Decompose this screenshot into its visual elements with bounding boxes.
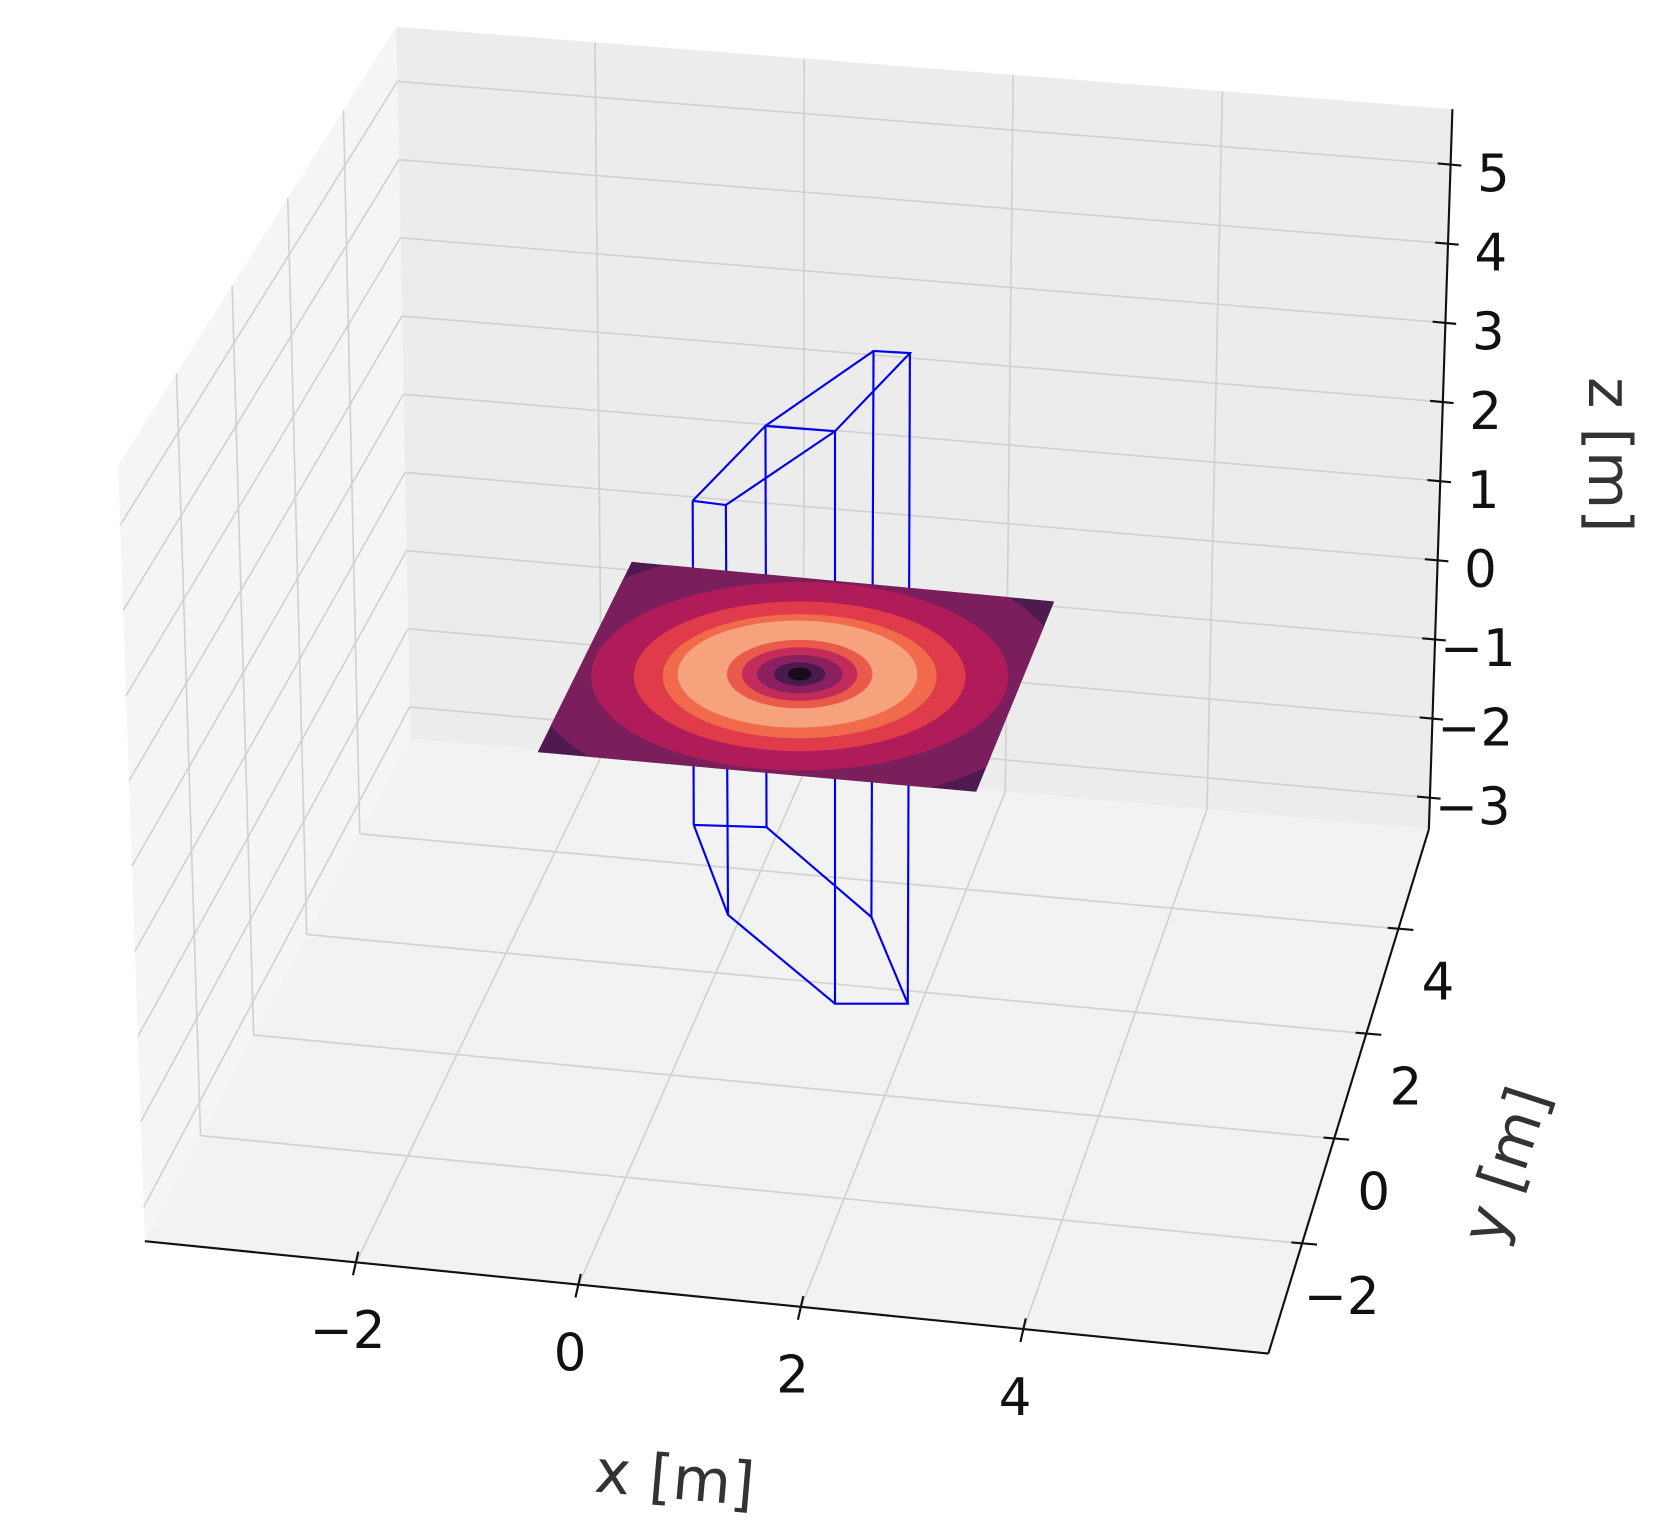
x-tick (574, 1273, 582, 1298)
grid-line (398, 158, 1449, 245)
x-tick (1019, 1318, 1027, 1343)
z-tick-label: −2 (1437, 698, 1513, 758)
x-tick-label: −2 (310, 1301, 386, 1361)
z-tick-label: 0 (1464, 540, 1497, 600)
grid-line (286, 197, 308, 935)
z-tick-label: −1 (1440, 619, 1516, 679)
grid-line (397, 80, 1451, 166)
grid-line (122, 159, 400, 611)
grid-line (175, 373, 202, 1136)
panes (118, 26, 1453, 1354)
grid-line (400, 237, 1446, 324)
z-tick-label: −3 (1435, 777, 1511, 837)
y-tick (1323, 1136, 1350, 1141)
z-tick-label: 2 (1469, 382, 1502, 442)
x-tick-label: 2 (776, 1346, 809, 1406)
z-tick-label: 5 (1477, 144, 1510, 204)
y-tick (1355, 1031, 1382, 1036)
z-tick-label: 3 (1472, 303, 1505, 363)
axis-line (144, 1240, 1269, 1355)
grid-line (137, 550, 408, 1038)
y-tick-label: 0 (1357, 1162, 1390, 1222)
grid-line (253, 1034, 1335, 1140)
grid-line (200, 1134, 1303, 1245)
x-tick (351, 1251, 360, 1276)
y-tick-label: −2 (1304, 1267, 1380, 1327)
x-tick-label: 4 (999, 1368, 1032, 1428)
grid-line (128, 315, 403, 782)
contour-plate (537, 561, 1055, 792)
grid-line (131, 393, 405, 867)
grid-line (577, 773, 805, 1285)
y-tick (1387, 926, 1414, 932)
grid-line (306, 933, 1367, 1035)
grid-line (231, 285, 255, 1036)
x-axis-title: x [m] (592, 1437, 757, 1521)
grid-line (125, 237, 402, 697)
grid-line (359, 833, 1399, 930)
grid-line (401, 315, 1443, 403)
pane (118, 26, 411, 1242)
x-tick-label: 0 (554, 1323, 587, 1383)
pane (144, 738, 1429, 1354)
grid-line (1022, 809, 1208, 1330)
y-tick-label: 2 (1390, 1057, 1423, 1117)
x-tick (796, 1295, 805, 1320)
z-tick-label: 1 (1467, 461, 1500, 521)
grid-line (140, 628, 409, 1123)
grid-line (403, 393, 1441, 482)
grid-line (404, 471, 1438, 562)
y-tick-label: 4 (1422, 953, 1455, 1013)
axis-line (1267, 828, 1430, 1354)
grid-line (119, 81, 399, 526)
grid-line (342, 110, 361, 834)
y-axis-title: y [m] (1448, 1079, 1564, 1252)
grid-line (800, 791, 1007, 1308)
z-axis-title: z [m] (1574, 377, 1644, 533)
grid-line (355, 755, 603, 1263)
y-tick (1291, 1241, 1318, 1246)
z-tick-label: 4 (1474, 224, 1507, 284)
grid-line (1206, 91, 1224, 810)
grid-line (134, 472, 406, 952)
grid-line (142, 706, 411, 1208)
axis-line (1427, 109, 1454, 830)
